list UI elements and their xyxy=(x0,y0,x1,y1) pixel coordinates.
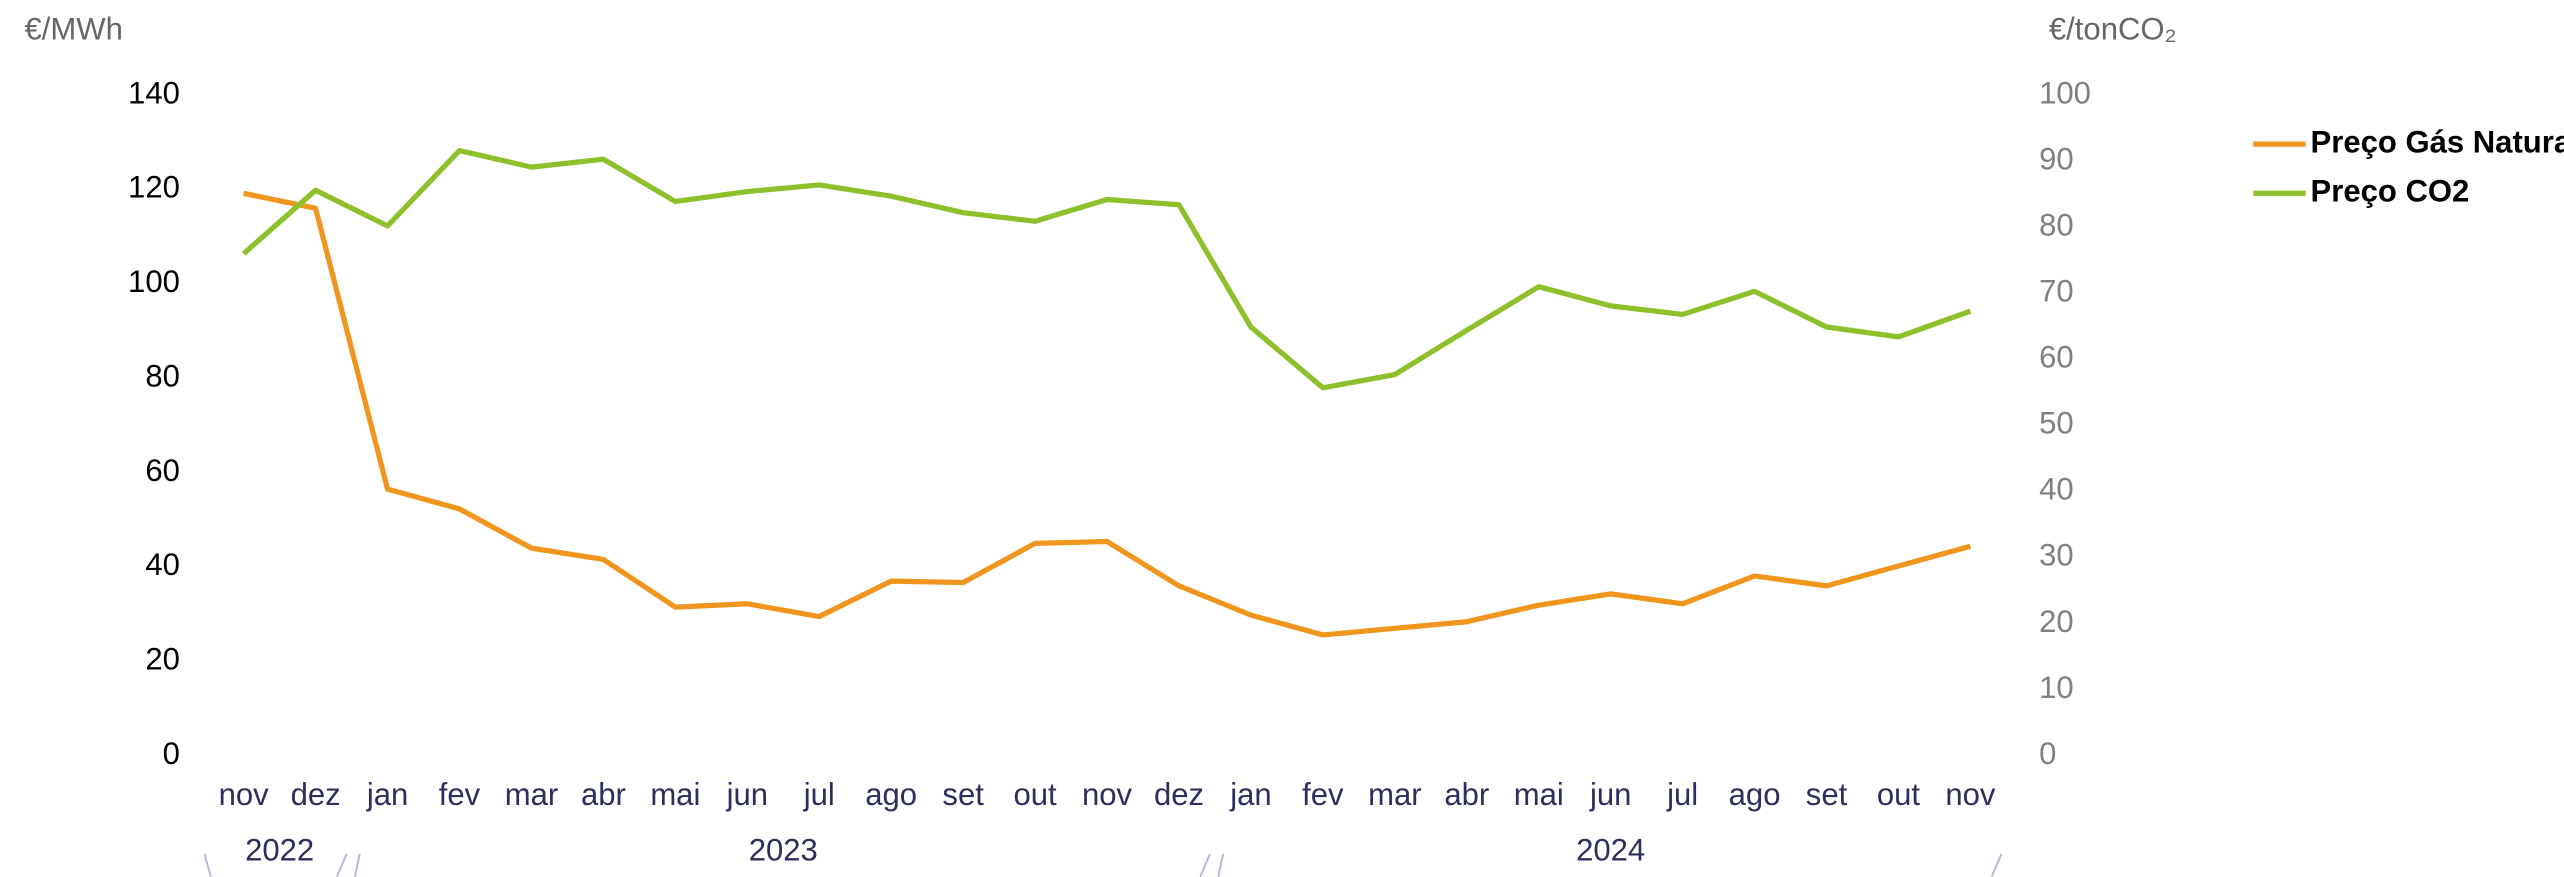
y-axis-label: €/MWh xyxy=(25,12,123,47)
y2-tick-label: 70 xyxy=(2039,273,2074,308)
x-tick-label: mar xyxy=(1368,777,1421,812)
x-tick-label: abr xyxy=(1444,777,1489,812)
line-series xyxy=(243,190,1972,638)
group-separator xyxy=(1199,853,1211,877)
y-tick-label: 0 xyxy=(163,736,180,771)
x-tick-label: nov xyxy=(1082,777,1133,812)
y2-axis-label: €/tonCO₂ xyxy=(2049,12,2177,47)
legend-label: Preço Gás Natural xyxy=(2311,124,2564,159)
y2-tick-label: 30 xyxy=(2039,538,2074,573)
y2-tick-label: 90 xyxy=(2039,141,2074,176)
x-tick-label: out xyxy=(1877,777,1921,812)
y-tick-label: 80 xyxy=(145,358,180,393)
x-tick-label: set xyxy=(1806,777,1848,812)
x-tick-label: nov xyxy=(219,777,270,812)
year-label: 2022 xyxy=(245,832,314,867)
x-tick-label: mar xyxy=(505,777,558,812)
x-tick-label: abr xyxy=(581,777,626,812)
group-separator xyxy=(203,853,212,877)
x-tick-label: fev xyxy=(439,777,481,812)
y2-tick-label: 10 xyxy=(2039,670,2074,705)
group-separator xyxy=(335,853,348,877)
x-tick-label: jan xyxy=(1229,777,1271,812)
x-tick-label: dez xyxy=(291,777,341,812)
x-tick-label: jun xyxy=(726,777,768,812)
y2-tick-label: 0 xyxy=(2039,736,2056,771)
y2-tick-label: 60 xyxy=(2039,340,2074,375)
y2-tick-label: 100 xyxy=(2039,75,2091,110)
y2-tick-label: 80 xyxy=(2039,207,2074,242)
group-separator xyxy=(353,853,361,877)
x-tick-label: dez xyxy=(1154,777,1204,812)
y2-tick-label: 20 xyxy=(2039,604,2074,639)
x-tick-label: out xyxy=(1013,777,1057,812)
x-tick-label: mai xyxy=(650,777,700,812)
x-tick-label: jun xyxy=(1589,777,1631,812)
legend-label: Preço CO2 xyxy=(2311,173,2470,208)
y-tick-label: 60 xyxy=(145,453,180,488)
y-tick-label: 100 xyxy=(128,264,180,299)
y-tick-label: 140 xyxy=(128,75,180,110)
x-tick-label: mai xyxy=(1514,777,1564,812)
x-tick-label: fev xyxy=(1302,777,1344,812)
y-tick-label: 40 xyxy=(145,547,180,582)
x-tick-label: set xyxy=(942,777,984,812)
year-label: 2023 xyxy=(749,832,818,867)
x-tick-label: jul xyxy=(803,777,835,812)
x-tick-label: jul xyxy=(1666,777,1698,812)
x-tick-label: ago xyxy=(865,777,917,812)
y-tick-label: 20 xyxy=(145,642,180,677)
group-separator xyxy=(1217,853,1225,877)
x-tick-label: ago xyxy=(1729,777,1781,812)
year-label: 2024 xyxy=(1576,832,1645,867)
x-tick-label: jan xyxy=(366,777,408,812)
x-tick-label: nov xyxy=(1945,777,1996,812)
y-tick-label: 120 xyxy=(128,170,180,205)
y2-tick-label: 40 xyxy=(2039,472,2074,507)
y2-tick-label: 50 xyxy=(2039,406,2074,441)
group-separator xyxy=(1990,853,2003,877)
line-series xyxy=(241,147,1972,391)
